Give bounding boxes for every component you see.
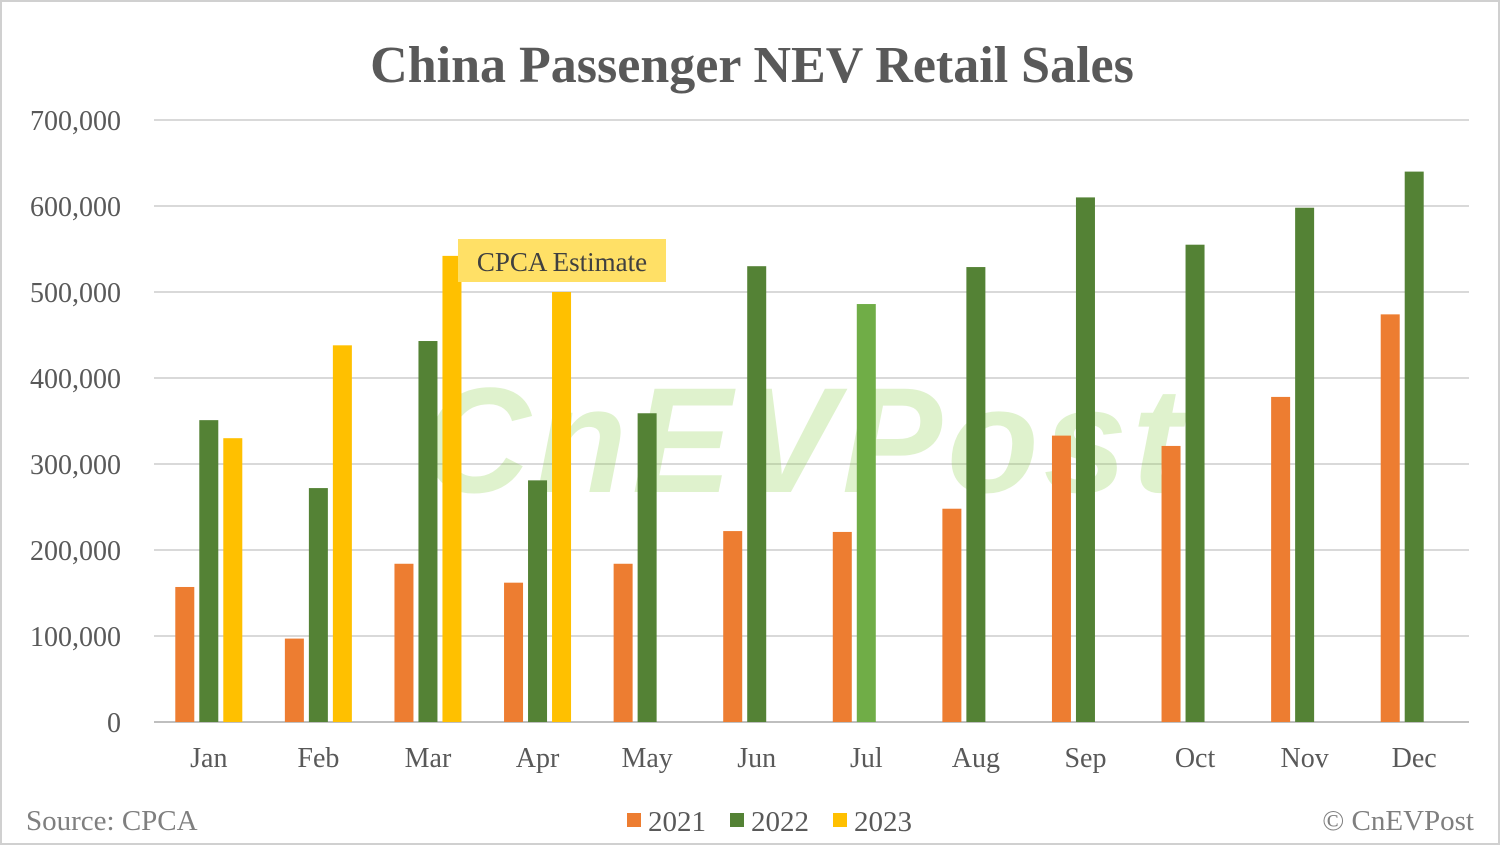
bar-2023-Mar (442, 255, 462, 722)
bar-2022-Jan (199, 420, 219, 722)
legend-swatch-2021 (627, 813, 641, 827)
y-tick-label: 0 (107, 708, 121, 739)
bar-2022-Dec (1404, 171, 1424, 723)
x-tick-label: May (621, 743, 672, 774)
legend-swatch-2023 (833, 813, 847, 827)
annotation-text: CPCA Estimate (477, 247, 647, 277)
bar-2021-Nov (1271, 396, 1291, 722)
x-tick-label: Nov (1281, 743, 1329, 774)
x-tick-label: Feb (297, 743, 339, 774)
bar-2023-Apr (552, 292, 572, 722)
bar-2021-Jul (832, 531, 852, 722)
x-tick-label: Jul (850, 743, 883, 774)
bar-2022-Oct (1185, 244, 1205, 722)
legend-label-2021: 2021 (648, 806, 706, 838)
bar-2023-Feb (332, 345, 352, 722)
legend-label-2023: 2023 (854, 806, 912, 838)
bar-2021-Jan (175, 586, 195, 722)
bar-2022-Sep (1075, 197, 1095, 722)
bar-2021-May (613, 563, 633, 722)
annotation: CPCA Estimate (458, 239, 666, 282)
x-tick-label: Dec (1392, 743, 1437, 774)
bar-2022-May (637, 413, 657, 722)
bar-2022-Mar (418, 341, 438, 722)
bar-2022-Nov (1295, 207, 1315, 723)
x-tick-label: Aug (952, 743, 1000, 774)
x-tick-label: Apr (516, 743, 560, 774)
credit-label: © CnEVPost (1322, 805, 1474, 837)
legend-label-2022: 2022 (751, 806, 809, 838)
y-tick-label: 300,000 (30, 450, 121, 481)
y-tick-label: 700,000 (30, 106, 121, 137)
chart-title: China Passenger NEV Retail Sales (370, 37, 1134, 94)
legend: 2021 2022 2023 (627, 806, 912, 838)
source-label: Source: CPCA (26, 805, 198, 837)
legend-swatch-2022 (730, 813, 744, 827)
x-tick-label: Oct (1175, 743, 1216, 774)
x-tick-label: Mar (405, 743, 452, 774)
bar-2021-Oct (1161, 445, 1181, 722)
bar-2021-Sep (1051, 435, 1071, 722)
bar-2021-Jun (723, 531, 743, 722)
bar-2022-Jul (856, 304, 876, 722)
x-tick-label: Jun (737, 743, 776, 774)
y-tick-label: 500,000 (30, 278, 121, 309)
bar-2022-Feb (308, 488, 328, 722)
x-tick-label: Sep (1064, 743, 1106, 774)
bar-2021-Apr (504, 582, 524, 722)
bar-2021-Feb (284, 638, 304, 722)
bar-2021-Aug (942, 508, 962, 722)
y-tick-label: 200,000 (30, 536, 121, 567)
y-tick-label: 400,000 (30, 364, 121, 395)
x-tick-label: Jan (190, 743, 227, 774)
bar-2022-Jun (747, 266, 767, 722)
bar-2023-Jan (223, 438, 243, 722)
bar-2021-Mar (394, 563, 414, 722)
y-tick-label: 600,000 (30, 192, 121, 223)
bar-2022-Aug (966, 267, 986, 722)
bar-2022-Apr (528, 480, 548, 722)
bar-2021-Dec (1380, 314, 1400, 722)
y-tick-label: 100,000 (30, 622, 121, 653)
annotation-box (458, 239, 666, 282)
